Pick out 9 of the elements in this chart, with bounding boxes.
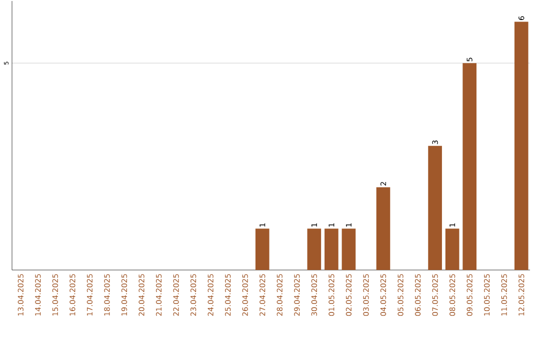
bar	[445, 228, 460, 270]
bar	[307, 228, 322, 270]
bar	[255, 228, 270, 270]
bar	[514, 22, 528, 270]
bar	[376, 187, 390, 270]
bar	[462, 63, 476, 270]
bar	[342, 228, 356, 270]
bar	[324, 228, 338, 270]
bar	[428, 146, 442, 270]
